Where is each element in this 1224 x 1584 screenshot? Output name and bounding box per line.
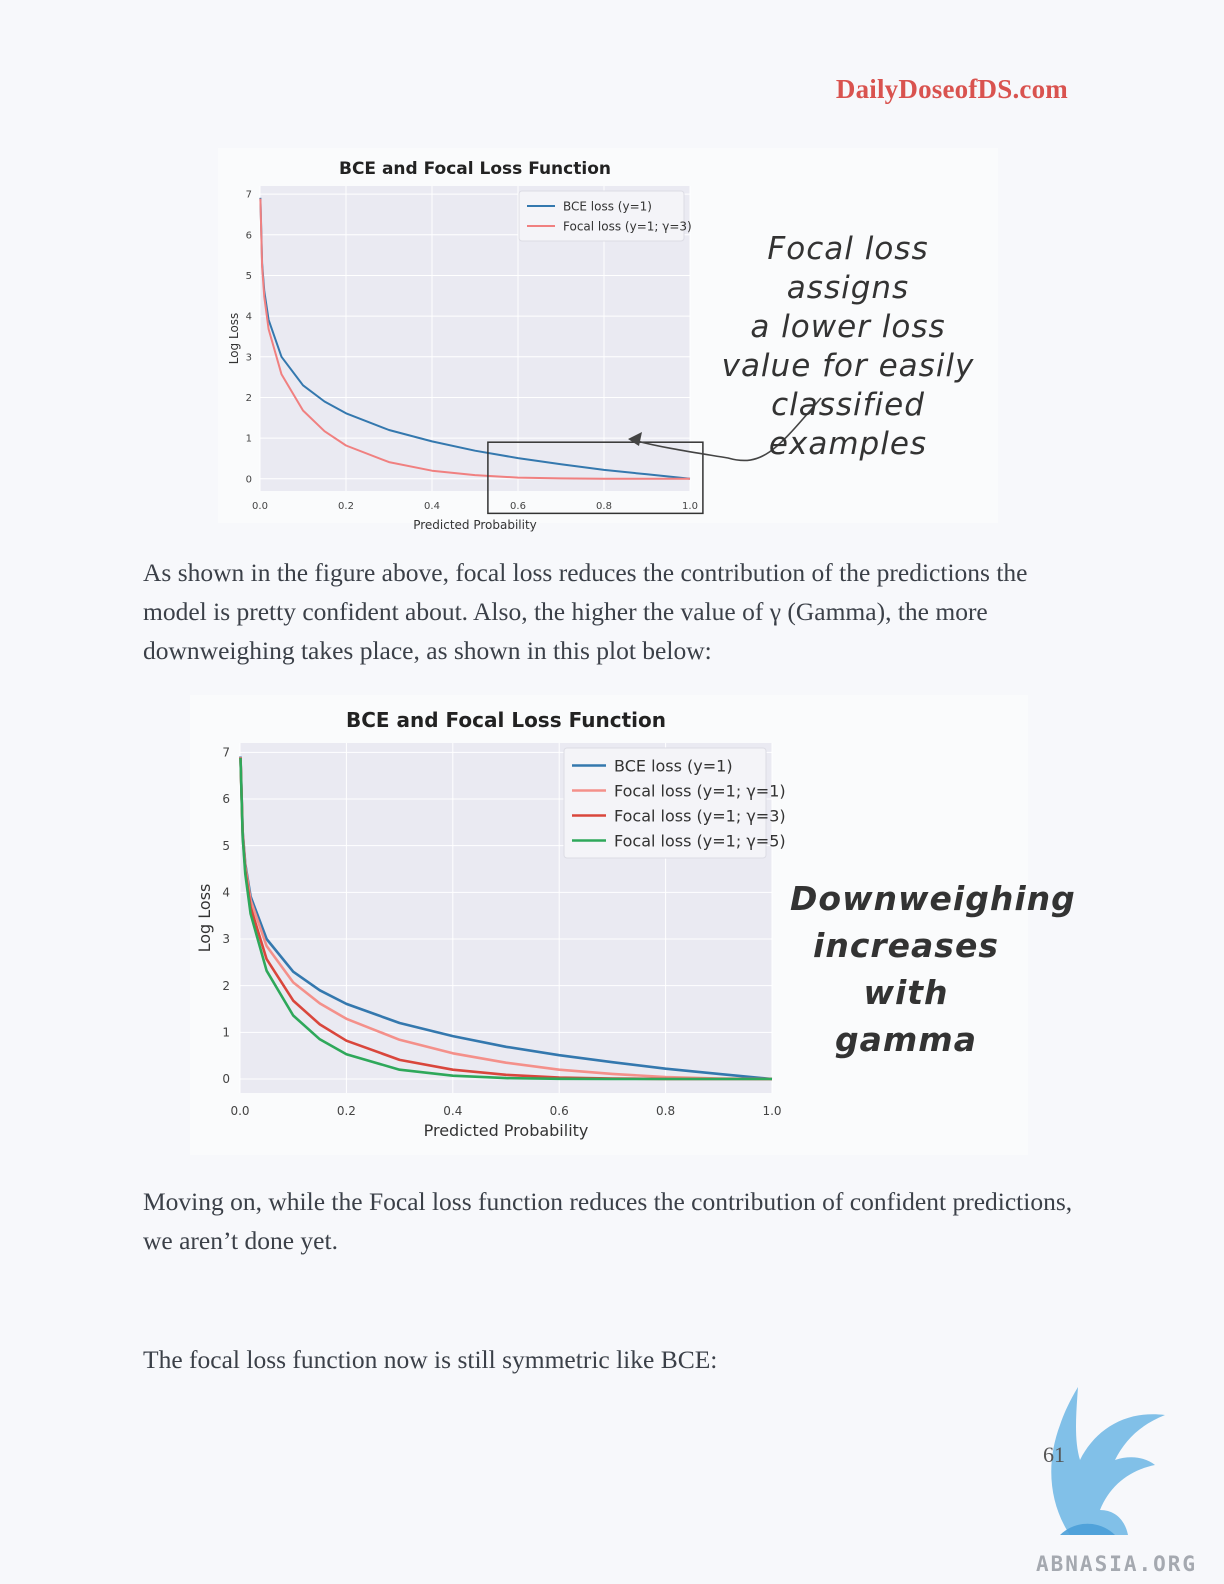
y-tick-label: 0	[246, 474, 252, 485]
y-tick-label: 1	[222, 1026, 230, 1040]
x-tick-label: 0.2	[337, 1104, 356, 1118]
annotation-line: a lower loss	[750, 309, 946, 345]
legend-label: Focal loss (y=1; γ=5)	[614, 831, 786, 850]
paragraph-2: Moving on, while the Focal loss function…	[143, 1187, 1073, 1255]
chart-1: 0.0 0.2 0.4 0.6 0.8 1.0 0 1 2 3 4 5 6 7 BCE and Focal …	[227, 159, 822, 532]
x-tick-label: 0.8	[656, 1104, 675, 1118]
x-tick-label: 0.6	[510, 501, 526, 512]
chart-2: 0.0 0.2 0.4 0.6 0.8 1.0 0 1 2 3 4 5 6 7 BCE and Focal …	[195, 708, 786, 1140]
y-tick-label: 1	[246, 434, 252, 445]
y-tick-label: 4	[246, 312, 252, 323]
y-tick-label: 0	[222, 1072, 230, 1086]
x-tick-label: 0.4	[424, 501, 440, 512]
legend-label: Focal loss (y=1; γ=3)	[563, 219, 692, 233]
legend-box	[563, 747, 767, 859]
annotation-line: classified examples	[768, 387, 928, 462]
paragraph-3: The focal loss function now is still sym…	[143, 1345, 718, 1374]
y-tick-label: 6	[246, 230, 252, 241]
series-line	[239, 757, 772, 1081]
x-tick-label: 0.0	[252, 501, 268, 512]
x-tick-label: 1.0	[682, 501, 698, 512]
annotation-line: with gamma	[835, 973, 977, 1059]
legend-label: Focal loss (y=1; γ=1)	[614, 781, 786, 800]
x-tick-label: 0.6	[550, 1104, 569, 1118]
paragraph-1: As shown in the figure above, focal loss…	[143, 558, 1028, 665]
legend-label: BCE loss (y=1)	[614, 756, 733, 775]
annotation-line: Focal loss assigns	[767, 231, 929, 306]
legend-box	[518, 190, 685, 242]
arrow-head	[628, 432, 642, 446]
annotation-line: value for easily	[721, 348, 975, 384]
chart-title: BCE and Focal Loss Function	[346, 708, 666, 732]
figure-1: 0.0 0.2 0.4 0.6 0.8 1.0 0 1 2 3 4 5 6 7 BCE and Focal …	[218, 148, 998, 532]
y-tick-label: 7	[246, 190, 252, 201]
annotation-arrow	[632, 397, 822, 462]
y-tick-label: 5	[222, 839, 230, 853]
y-tick-label: 3	[246, 352, 252, 363]
x-tick-label: 0.8	[596, 501, 612, 512]
header-brand: DailyDoseofDS.com	[835, 74, 1068, 104]
x-axis-label: Predicted Probability	[413, 518, 537, 532]
y-axis-label: Log Loss	[227, 313, 241, 365]
highlight-box	[487, 441, 704, 515]
y-tick-label: 2	[246, 393, 252, 404]
y-tick-label: 6	[222, 792, 230, 806]
annotation-line: Downweighing	[790, 879, 1076, 918]
watermark-text: ABNASIA.ORG	[1036, 1552, 1198, 1576]
figure-2: 0.0 0.2 0.4 0.6 0.8 1.0 0 1 2 3 4 5 6 7 BCE and Focal …	[190, 695, 1076, 1155]
watermark-bird-icon	[1051, 1387, 1165, 1535]
x-tick-label: 0.0	[230, 1104, 249, 1118]
x-tick-label: 0.4	[443, 1104, 462, 1118]
page-number: 61	[1043, 1442, 1065, 1467]
y-tick-label: 5	[246, 271, 252, 282]
y-axis-label: Log Loss	[195, 884, 214, 953]
legend-label: Focal loss (y=1; γ=3)	[614, 806, 786, 825]
annotation-1: Focal loss assigns a lower loss value fo…	[703, 230, 993, 464]
annotation-2: Downweighing increases with gamma	[790, 875, 1076, 1063]
annotation-line: increases	[813, 926, 999, 965]
x-tick-label: 1.0	[762, 1104, 781, 1118]
series-line	[259, 198, 690, 480]
x-axis-label: Predicted Probability	[424, 1121, 589, 1140]
y-tick-label: 7	[222, 746, 230, 760]
y-tick-label: 2	[222, 979, 230, 993]
chart-title: BCE and Focal Loss Function	[339, 159, 611, 179]
x-tick-label: 0.2	[338, 501, 354, 512]
legend-label: BCE loss (y=1)	[563, 199, 652, 213]
y-tick-label: 3	[222, 932, 230, 946]
y-tick-label: 4	[222, 886, 230, 900]
